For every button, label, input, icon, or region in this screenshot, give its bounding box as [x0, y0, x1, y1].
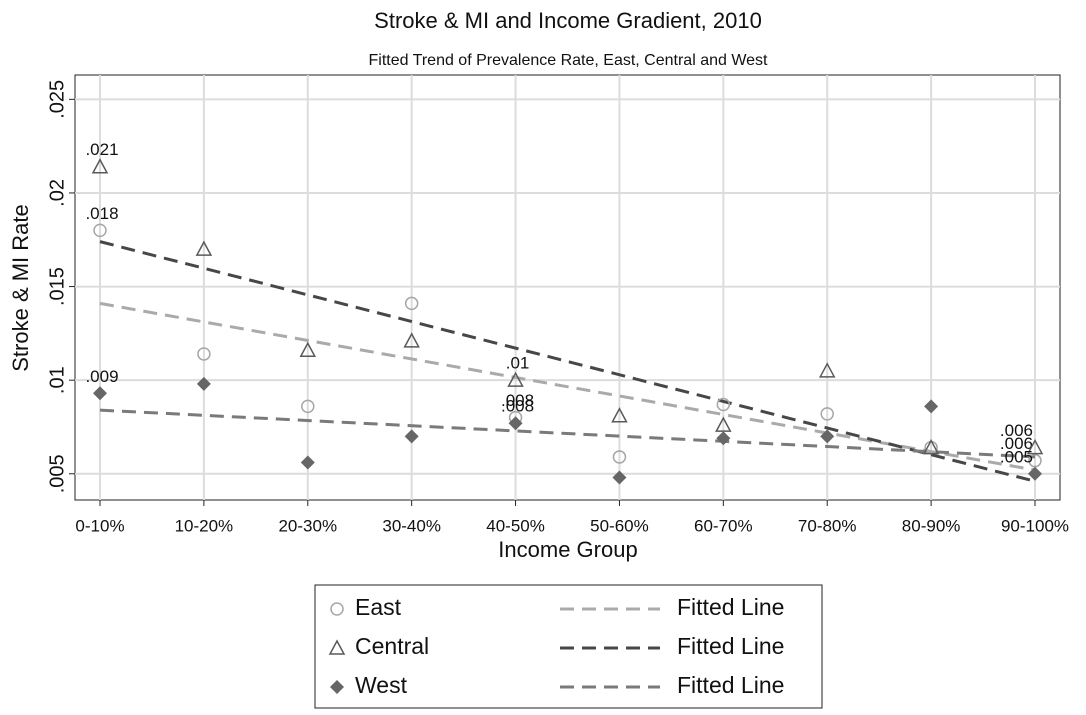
point: [611, 407, 628, 423]
point: [404, 429, 419, 444]
data-label: .005: [1000, 447, 1033, 466]
point: [1028, 466, 1042, 481]
x-tick-label: 70-80%: [798, 516, 857, 535]
x-tick-label: 90-100%: [1001, 516, 1069, 535]
x-tick-label: 80-90%: [902, 516, 961, 535]
y-tick-label: .025: [46, 80, 68, 119]
point: [300, 455, 315, 470]
point: [922, 438, 940, 455]
point: [612, 450, 627, 464]
point: [195, 240, 213, 256]
point: [818, 362, 836, 378]
point: [507, 371, 524, 387]
x-tick-label: 60-70%: [694, 516, 753, 535]
y-tick-label: .02: [46, 179, 68, 207]
point: [91, 158, 109, 174]
data-label: .006: [1000, 434, 1033, 453]
point: [508, 416, 523, 431]
fitted-line: [99, 408, 1036, 459]
data-label: .009: [85, 367, 118, 386]
point: [1028, 453, 1042, 468]
point: [197, 347, 211, 361]
data-label: .021: [85, 140, 118, 159]
point: [820, 407, 834, 421]
y-tick-label: .01: [46, 366, 68, 394]
fitted-line: [99, 301, 1036, 472]
point: [328, 639, 346, 655]
point: [924, 399, 939, 414]
point: [196, 376, 211, 391]
x-tick-label: 10-20%: [175, 516, 234, 535]
chart-subtitle: Fitted Trend of Prevalence Rate, East, C…: [368, 52, 768, 69]
legend-label: West: [355, 672, 408, 698]
point: [612, 470, 627, 485]
point: [93, 223, 107, 238]
x-tick-label: 30-40%: [382, 516, 441, 535]
point: [330, 680, 344, 694]
point: [716, 397, 731, 412]
data-label: .008: [501, 397, 534, 416]
point: [716, 431, 731, 446]
legend-label: Fitted Line: [677, 594, 784, 620]
fitted-line: [99, 240, 1036, 483]
point: [301, 399, 315, 414]
x-tick-label: 40-50%: [486, 516, 545, 535]
x-tick-label: 50-60%: [590, 516, 649, 535]
point: [820, 429, 835, 444]
data-label: .018: [85, 204, 118, 223]
point: [330, 602, 344, 616]
legend-label: Fitted Line: [677, 633, 784, 659]
point: [715, 416, 732, 432]
data-label: .008: [501, 391, 534, 410]
legend-label: East: [355, 594, 402, 620]
point: [404, 296, 419, 311]
x-tick-label: 0-10%: [75, 516, 124, 535]
data-label: .006: [1000, 421, 1033, 440]
legend-label: Central: [355, 633, 429, 659]
point: [299, 341, 317, 357]
chart-title: Stroke & MI and Income Gradient, 2010: [374, 8, 762, 33]
y-tick-label: .015: [46, 267, 68, 306]
point: [1026, 438, 1044, 455]
x-axis-label: Income Group: [498, 537, 637, 562]
data-label: .01: [506, 354, 530, 373]
y-tick-label: .005: [46, 454, 68, 493]
legend-label: Fitted Line: [677, 672, 784, 698]
point: [93, 386, 107, 401]
point: [403, 332, 420, 348]
x-tick-label: 20-30%: [278, 516, 337, 535]
y-axis-label: Stroke & MI Rate: [8, 204, 33, 372]
